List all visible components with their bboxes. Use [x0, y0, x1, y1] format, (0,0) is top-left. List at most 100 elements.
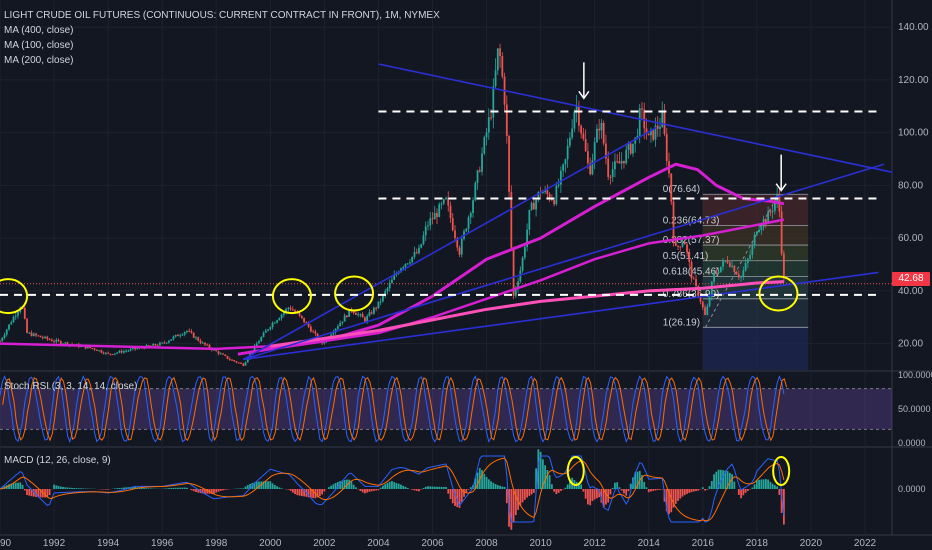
- macd-histogram-bar: [59, 486, 62, 489]
- candle-body: [782, 253, 785, 279]
- macd-histogram-bar: [271, 483, 274, 489]
- candle-body: [300, 315, 303, 318]
- candle-body: [253, 345, 256, 352]
- fib-level-label: 0.236(64.73): [663, 216, 720, 227]
- candle-body: [10, 322, 13, 325]
- candle-body: [32, 333, 35, 336]
- macd-histogram-bar: [366, 489, 369, 493]
- candle-body: [679, 246, 682, 248]
- candle-body: [580, 125, 583, 134]
- macd-histogram-bar: [701, 487, 704, 489]
- candle-body: [742, 270, 745, 277]
- macd-histogram-bar: [352, 484, 355, 489]
- candle-body: [294, 310, 296, 313]
- macd-histogram-bar: [64, 487, 67, 489]
- macd-histogram-bar: [318, 489, 321, 497]
- candle-body: [345, 315, 348, 317]
- fib-level-label: 0.382(57.37): [663, 235, 720, 246]
- chart-legend: LIGHT CRUDE OIL FUTURES (CONTINUOUS: CUR…: [4, 8, 440, 68]
- candle-body: [431, 218, 434, 220]
- macd-histogram-bar: [122, 487, 125, 489]
- candle-body: [373, 307, 375, 314]
- candle-body: [235, 361, 238, 363]
- y-tick-label: 20.00: [898, 339, 923, 350]
- candle-body: [382, 294, 384, 302]
- macd-histogram-bar: [418, 489, 420, 492]
- candle-body: [163, 342, 166, 344]
- macd-histogram-bar: [555, 489, 558, 495]
- macd-histogram-bar: [289, 489, 292, 491]
- study-ma-400[interactable]: MA (400, close): [4, 25, 74, 36]
- macd-histogram-bar: [339, 481, 342, 489]
- macd-histogram-bar: [523, 489, 526, 500]
- macd-histogram-bar: [323, 489, 326, 492]
- candle-body: [596, 128, 598, 143]
- candle-body: [348, 309, 351, 317]
- candle-body: [749, 254, 751, 259]
- candle-body: [605, 143, 607, 159]
- macd-histogram-bar: [253, 482, 256, 489]
- candle-body: [632, 143, 634, 154]
- candle-body: [758, 229, 761, 232]
- candle-body: [206, 344, 209, 346]
- candle-body: [415, 252, 418, 254]
- candle-body: [84, 345, 87, 349]
- candle-body: [3, 334, 6, 338]
- candle-body: [156, 345, 159, 347]
- candle-body: [159, 342, 161, 346]
- candle-body: [41, 337, 44, 339]
- macd-histogram-bar: [186, 487, 188, 489]
- candle-body: [309, 326, 312, 332]
- candle-body: [535, 199, 538, 210]
- candle-body: [496, 48, 499, 71]
- study-ma-100[interactable]: MA (100, close): [4, 40, 74, 51]
- candle-body: [512, 247, 515, 296]
- candle-body: [305, 322, 308, 324]
- candle-body: [568, 137, 571, 146]
- candle-body: [548, 194, 551, 200]
- candle-body: [368, 312, 371, 317]
- y-tick-label: 140.00: [898, 22, 929, 33]
- candle-body: [438, 204, 441, 217]
- macd-histogram-bar: [605, 489, 607, 505]
- macd-histogram-bar: [641, 475, 643, 489]
- highlight-circle: [334, 275, 375, 312]
- macd-histogram-bar: [559, 489, 562, 491]
- macd-histogram-bar: [548, 475, 551, 489]
- candle-body: [298, 313, 301, 316]
- macd-histogram-bar: [30, 489, 33, 497]
- macd-histogram-bar: [10, 483, 13, 489]
- macd-histogram-bar: [695, 489, 697, 491]
- macd-histogram-bar: [116, 488, 119, 489]
- candle-body: [354, 313, 357, 315]
- macd-histogram-bar: [370, 489, 373, 492]
- macd-histogram-bar: [512, 489, 515, 522]
- macd-histogram-bar: [564, 487, 567, 489]
- macd-histogram-bar: [517, 489, 519, 510]
- candle-body: [478, 170, 481, 172]
- candle-body: [172, 336, 175, 340]
- study-ma-200[interactable]: MA (200, close): [4, 55, 74, 66]
- x-tick-label-2008: 2008: [475, 538, 498, 549]
- candle-body: [66, 342, 69, 346]
- macd-histogram-bar: [181, 487, 184, 489]
- macd-histogram-bar: [710, 481, 713, 489]
- candle-body: [413, 252, 416, 257]
- candle-body: [289, 307, 292, 310]
- candle-body: [285, 308, 287, 313]
- macd-histogram-bar: [483, 473, 486, 489]
- stoch-rsi-label[interactable]: Stoch RSI (3, 3, 14, 14, close): [4, 381, 138, 392]
- macd-histogram-bar: [609, 489, 612, 495]
- macd-histogram-bar: [402, 485, 405, 489]
- highlight-circle: [0, 278, 29, 315]
- macd-histogram-bar: [469, 487, 472, 489]
- candle-body: [681, 242, 684, 247]
- macd-histogram-bar: [332, 484, 335, 489]
- macd-histogram-bar: [737, 489, 740, 495]
- macd-label[interactable]: MACD (12, 26, close, 9): [4, 455, 111, 466]
- candle-body: [663, 112, 666, 134]
- x-tick-label-1990: 1990: [0, 538, 12, 549]
- candle-body: [222, 353, 224, 355]
- candle-body: [188, 330, 191, 332]
